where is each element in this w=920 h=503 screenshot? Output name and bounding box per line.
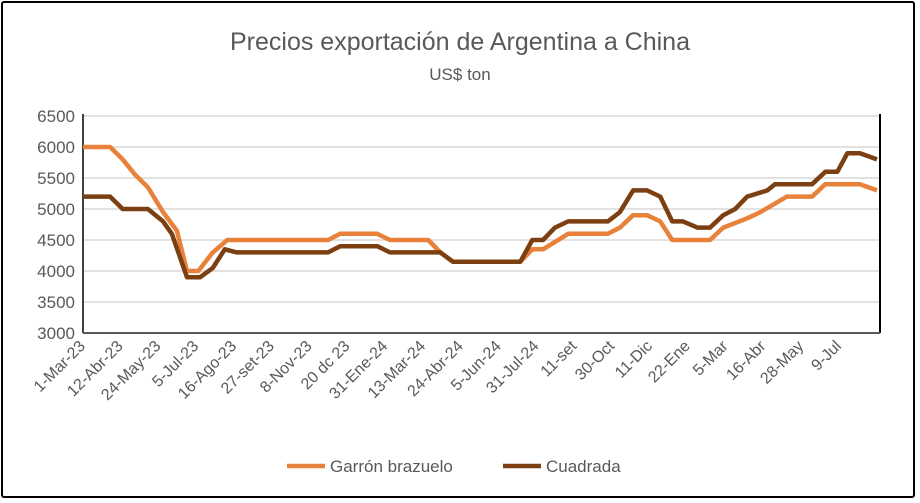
chart-title: Precios exportación de Argentina a China	[230, 28, 690, 56]
y-tick-label: 6000	[37, 138, 75, 157]
x-tick-label: 9-Jul	[808, 338, 845, 375]
x-tick-label: 28-May	[757, 338, 807, 388]
y-tick-label: 5000	[37, 200, 75, 219]
y-tick-label: 4500	[37, 231, 75, 250]
x-tick-label: 30-Oct	[572, 337, 618, 383]
y-tick-label: 3000	[37, 324, 75, 343]
y-tick-label: 6500	[37, 107, 75, 126]
legend-label: Cuadrada	[546, 457, 621, 476]
y-tick-label: 3500	[37, 293, 75, 312]
x-tick-label: 22-Ene	[645, 338, 694, 387]
series-line-cuadrada	[83, 150, 878, 280]
y-tick-label: 5500	[37, 169, 75, 188]
chart-subtitle: US$ ton	[429, 65, 490, 84]
legend-label: Garrón brazuelo	[330, 457, 453, 476]
y-tick-label: 4000	[37, 262, 75, 281]
